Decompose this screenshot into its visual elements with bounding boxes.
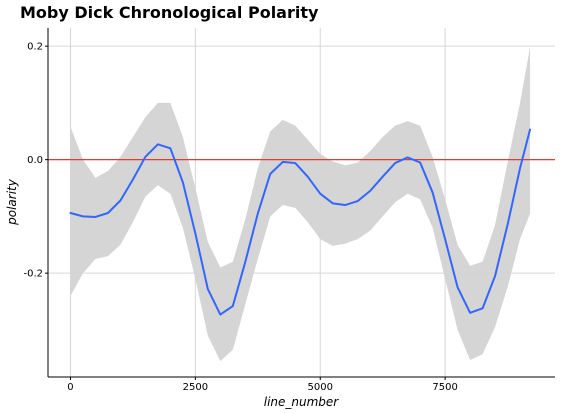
- axes: [47, 28, 555, 378]
- tick-labels: 0 2500 5000 7500 -0.2 0.0 0.2: [23, 42, 457, 393]
- confidence-band-layer: [70, 47, 531, 362]
- x-tick-label-2: 5000: [308, 382, 333, 393]
- y-axis-title: polarity: [5, 178, 19, 226]
- trend-line-layer: [69, 128, 532, 316]
- chart-title: Moby Dick Chronological Polarity: [20, 3, 319, 22]
- y-tick-label-0: -0.2: [23, 269, 43, 280]
- confidence-band: [70, 47, 531, 362]
- x-tick-label-3: 7500: [432, 382, 457, 393]
- y-tick-label-2: 0.2: [27, 42, 43, 53]
- x-axis-title: line_number: [264, 395, 340, 409]
- polarity-trend-line: [69, 128, 532, 316]
- x-tick-label-1: 2500: [183, 382, 208, 393]
- y-tick-label-1: 0.0: [27, 155, 43, 166]
- x-tick-label-0: 0: [67, 382, 73, 393]
